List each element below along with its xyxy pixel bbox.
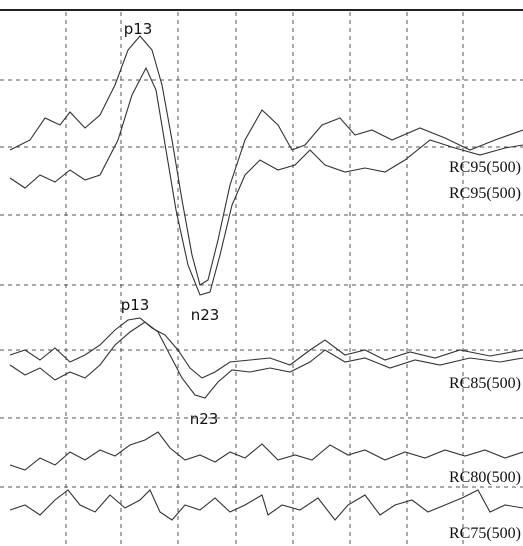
trough-label: n23 [191, 306, 220, 324]
waveform [9, 66, 523, 296]
labels: p13 n23 p13 n23 RC95(500) RC95(500) RC85… [121, 20, 521, 542]
waveforms [9, 35, 523, 521]
trace-label: RC95(500) [449, 185, 521, 202]
peak-label: p13 [124, 20, 153, 38]
waveform [9, 317, 523, 379]
grid [0, 12, 523, 546]
waveform [9, 35, 523, 286]
peak-label: p13 [121, 296, 150, 314]
waveform [9, 321, 523, 399]
trace-label: RC95(500) [449, 159, 521, 176]
trough-label: n23 [190, 410, 219, 428]
waveform [9, 431, 523, 471]
trace-label: RC85(500) [449, 375, 521, 392]
trace-label: RC75(500) [449, 525, 521, 542]
waveform [9, 489, 523, 521]
trace-label: RC80(500) [449, 469, 521, 486]
